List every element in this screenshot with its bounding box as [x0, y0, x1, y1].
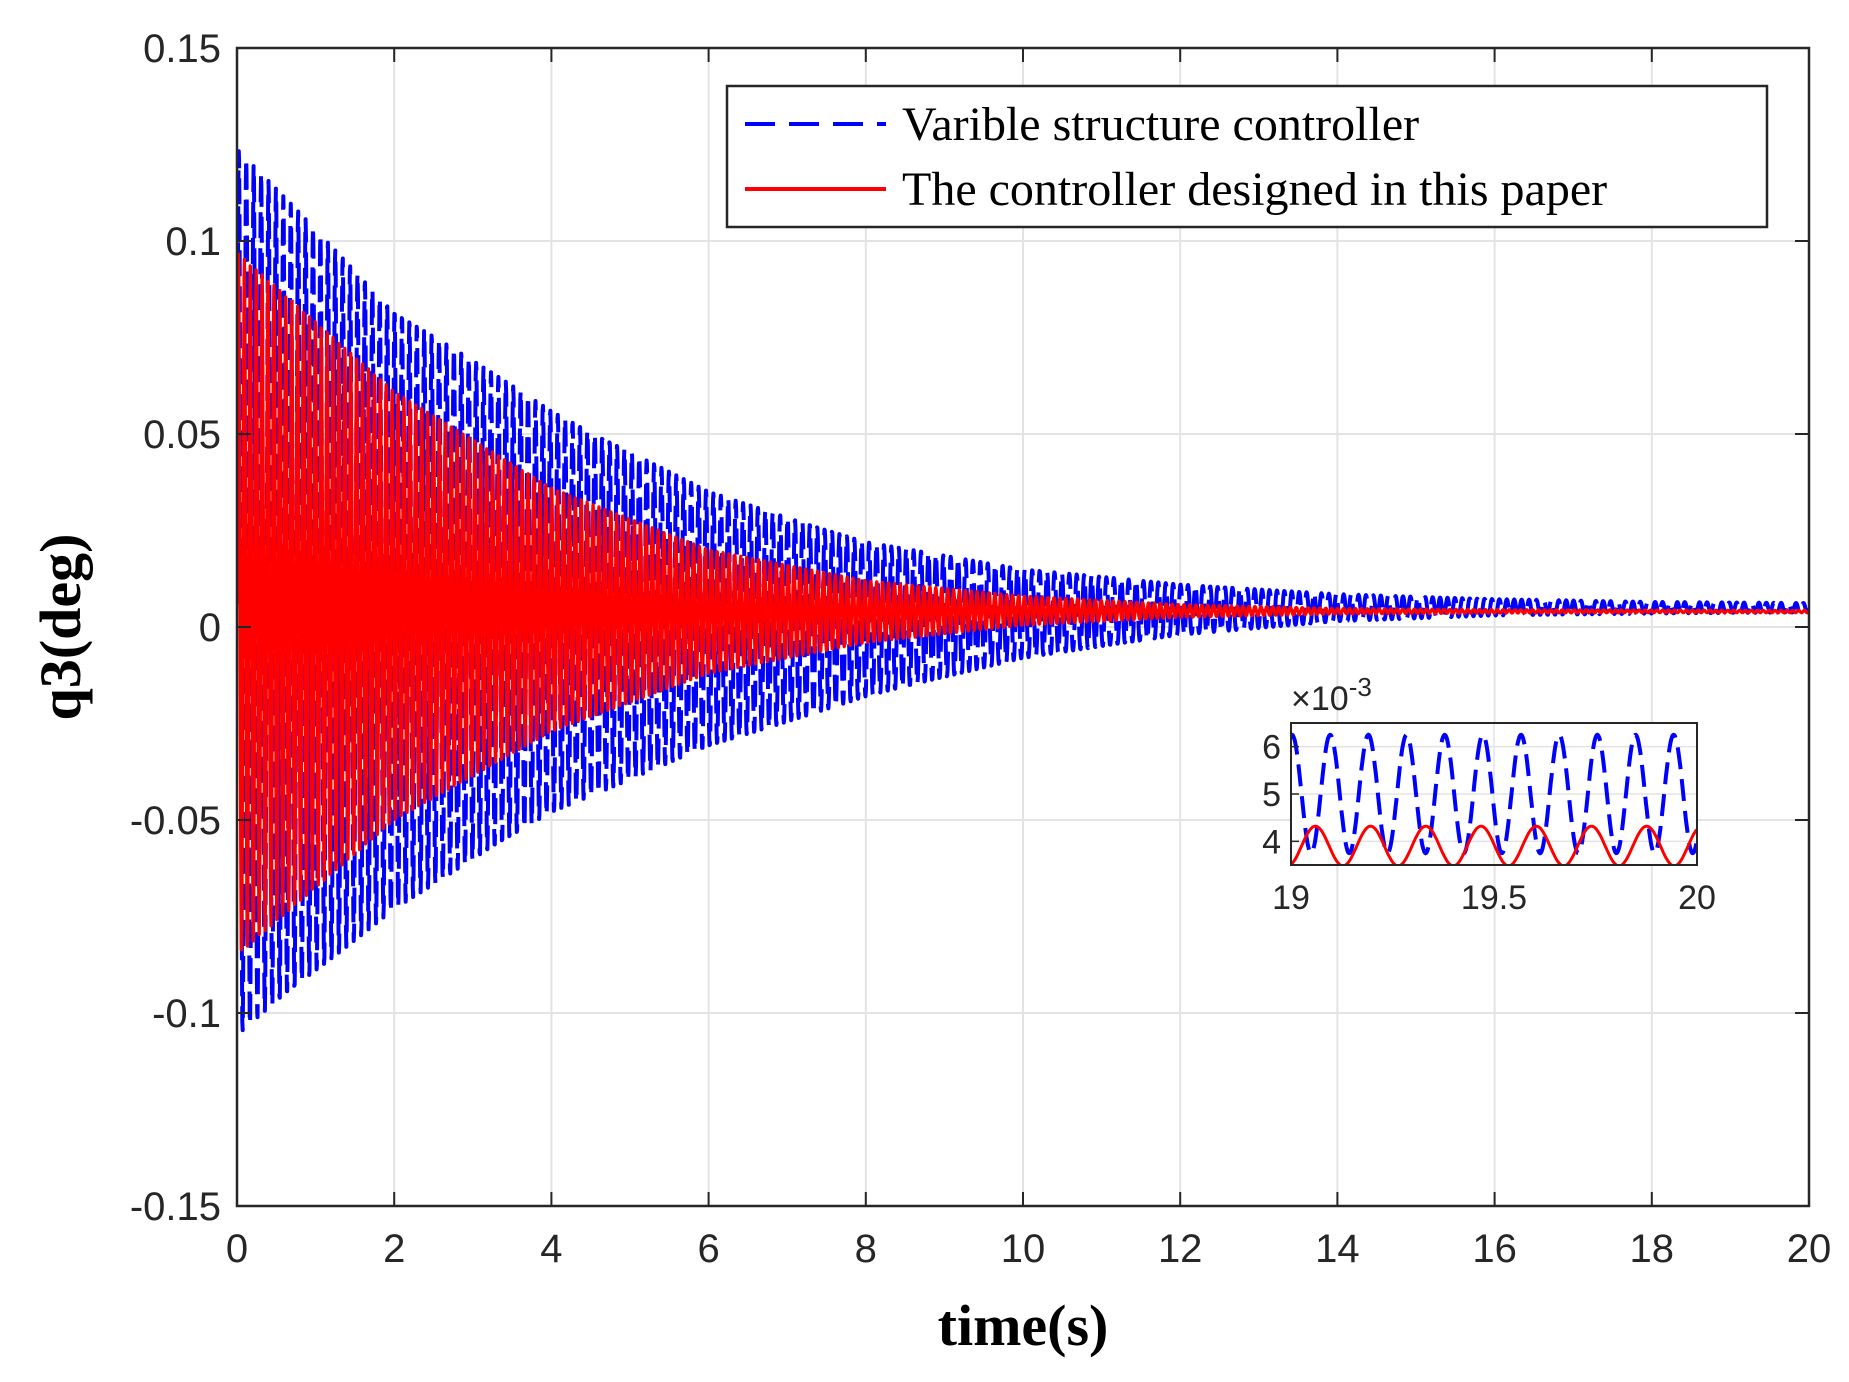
inset-chart: 19 19.5 20 6 5 4 ×10-3	[1262, 672, 1716, 917]
y-tick-label-2: 0.05	[143, 413, 221, 457]
inset-line-proposed-controller	[1291, 824, 1697, 865]
x-tick-label-7: 14	[1315, 1227, 1360, 1271]
x-tick-label-8: 16	[1472, 1227, 1517, 1271]
x-tick-label-5: 10	[1001, 1227, 1046, 1271]
x-tick-label-1: 2	[383, 1227, 405, 1271]
inset-exponent-power: -3	[1349, 672, 1372, 702]
y-tick-label-5: -0.1	[152, 992, 221, 1036]
inset-ticks: 19 19.5 20 6 5 4	[1262, 729, 1716, 917]
x-tick-label-9: 18	[1630, 1227, 1675, 1271]
legend-label-variable-structure: Varible structure controller	[902, 98, 1419, 151]
axis-ticks: 0 2 4 6 8 10 12 14 16 18 20 0.15 0.1 0.05 0 -0.05 -0.1 -0…	[130, 27, 1831, 1271]
inset-x-tick-label-1: 19.5	[1461, 879, 1527, 917]
inset-y-tick-label-2: 4	[1262, 823, 1281, 861]
inset-series	[1291, 732, 1697, 865]
inset-exponent-label: ×10-3	[1291, 672, 1372, 718]
legend-label-proposed-controller: The controller designed in this paper	[902, 163, 1607, 216]
inset-x-tick-label-2: 20	[1678, 879, 1716, 917]
inset-line-variable-structure-controller	[1291, 732, 1697, 856]
x-tick-label-4: 8	[855, 1227, 877, 1271]
x-axis-label: time(s)	[938, 1293, 1109, 1358]
legend-box	[725, 84, 1769, 229]
inset-y-tick-label-1: 5	[1262, 776, 1281, 814]
y-tick-label-3: 0	[199, 606, 221, 650]
y-tick-label-0: 0.15	[143, 27, 221, 71]
x-tick-label-6: 12	[1158, 1227, 1203, 1271]
x-tick-label-2: 4	[540, 1227, 562, 1271]
y-tick-label-1: 0.1	[165, 220, 221, 264]
y-tick-label-6: -0.15	[130, 1185, 221, 1229]
inset-exponent-base: ×10	[1291, 680, 1349, 718]
y-tick-label-4: -0.05	[130, 799, 221, 843]
inset-y-tick-label-0: 6	[1262, 729, 1281, 767]
x-tick-label-10: 20	[1787, 1227, 1832, 1271]
y-axis-label: q3(deg)	[28, 534, 93, 721]
legend: Varible structure controller The control…	[725, 84, 1769, 229]
plot-series	[237, 149, 1809, 1033]
inset-x-tick-label-0: 19	[1272, 879, 1310, 917]
x-tick-label-3: 6	[697, 1227, 719, 1271]
x-tick-label-0: 0	[226, 1227, 248, 1271]
series-line-proposed-controller	[237, 252, 1809, 952]
